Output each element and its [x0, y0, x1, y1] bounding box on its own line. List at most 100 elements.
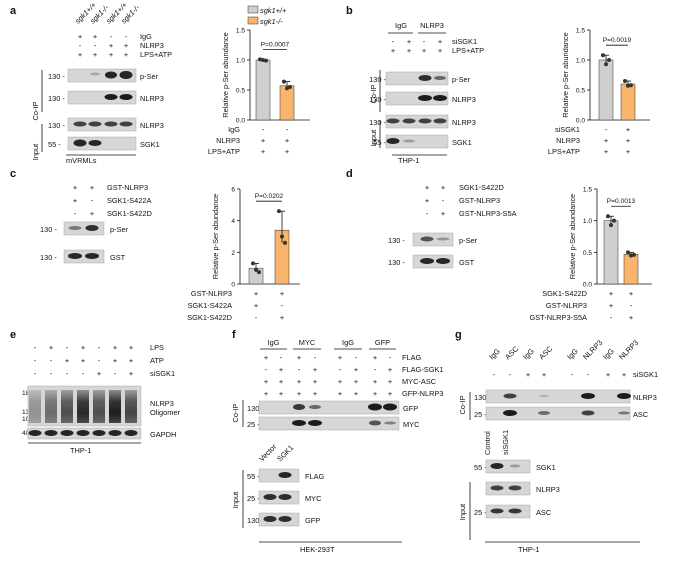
mw-marker: 130 -: [247, 404, 264, 413]
band: [119, 71, 133, 79]
treatment-mark: +: [113, 343, 117, 352]
treatment-mark: -: [339, 365, 342, 374]
panel-letter: b: [346, 5, 353, 17]
treatment-mark: +: [354, 389, 358, 398]
band: [28, 430, 42, 436]
treatment-mark: -: [587, 370, 590, 379]
input-label: Input: [458, 504, 467, 520]
treatment-label: siSGK1: [150, 369, 175, 378]
treatment-mark: +: [622, 370, 626, 379]
group-label: NLRP3: [420, 21, 444, 30]
band-label: MYC: [403, 420, 420, 429]
coip-label: Co-IP: [231, 403, 240, 422]
band-label: SGK1: [536, 463, 556, 472]
band-label: NLRP3: [536, 485, 560, 494]
treatment-mark: +: [388, 377, 392, 386]
treatment-mark: +: [129, 369, 133, 378]
treatment-mark: +: [407, 37, 411, 46]
treatment-label: GST-NLRP3: [459, 196, 500, 205]
treatment-label: ATP: [150, 356, 164, 365]
panel-letter: f: [232, 329, 236, 341]
x-row-mark: +: [254, 289, 258, 298]
band-label: NLRP3: [633, 393, 657, 402]
y-tick-label: 0.5: [576, 88, 585, 95]
band: [581, 393, 595, 399]
treatment-mark: +: [391, 46, 395, 55]
y-tick-label: 1.0: [236, 58, 245, 65]
bar: [279, 85, 295, 121]
band: [386, 138, 400, 144]
band: [418, 95, 432, 101]
band-label: FLAG: [305, 472, 325, 481]
treatment-mark: -: [50, 356, 53, 365]
band: [402, 118, 416, 124]
mw-marker: 25 -: [474, 410, 487, 419]
band-label: NLRP3: [150, 399, 174, 408]
treatment-mark: -: [442, 196, 445, 205]
mw-marker: 130 -: [48, 72, 65, 81]
mw-marker: 180: [22, 390, 33, 397]
treatment-mark: -: [426, 209, 429, 218]
bar: [603, 220, 619, 285]
y-tick-label: 1.5: [236, 28, 245, 35]
x-row-label: LPS+ATP: [548, 147, 580, 156]
x-row-label: NLRP3: [216, 136, 240, 145]
treatment-mark: -: [389, 353, 392, 362]
mw-marker: 130 -: [474, 393, 491, 402]
band-label: SGK1: [140, 140, 160, 149]
y-axis-label: Relative p-Ser abundance: [561, 32, 570, 117]
treatment-mark: +: [313, 365, 317, 374]
y-axis-label: Relative p-Ser abundance: [211, 194, 220, 279]
treatment-label: SGK1-S422D: [107, 209, 152, 218]
band: [308, 420, 322, 426]
treatment-mark: -: [125, 32, 128, 41]
band: [104, 94, 118, 100]
treatment-mark: +: [338, 389, 342, 398]
treatment-mark: +: [90, 183, 94, 192]
band-label: GAPDH: [150, 430, 176, 439]
treatment-mark: -: [82, 369, 85, 378]
treatment-mark: +: [81, 343, 85, 352]
band-label: p-Ser: [110, 225, 129, 234]
treatment-mark: -: [423, 37, 426, 46]
band: [119, 121, 133, 127]
treatment-label: SGK1-S422D: [459, 183, 504, 192]
bar: [598, 59, 614, 121]
treatment-mark: +: [313, 389, 317, 398]
band: [278, 516, 292, 522]
panel-letter: a: [10, 5, 17, 17]
treatment-mark: +: [279, 389, 283, 398]
data-point: [280, 234, 284, 239]
blot-strip: [67, 136, 137, 151]
treatment-mark: -: [298, 365, 301, 374]
treatment-label: FLAG-SGK1: [402, 365, 443, 374]
treatment-mark: +: [93, 32, 97, 41]
x-row-mark: +: [280, 313, 284, 322]
band: [68, 226, 82, 230]
band-label: ASC: [536, 508, 552, 517]
treatment-mark: +: [279, 377, 283, 386]
x-row-mark: +: [254, 301, 258, 310]
y-tick-label: 1.0: [576, 58, 585, 65]
blot-strip: [67, 90, 137, 105]
cell-label: HEK-293T: [300, 545, 335, 554]
x-row-mark: +: [261, 147, 265, 156]
treatment-mark: -: [571, 370, 574, 379]
band: [508, 508, 522, 514]
lane-label: IgG: [565, 346, 580, 361]
treatment-mark: -: [34, 369, 37, 378]
band-label: p-Ser: [459, 236, 478, 245]
band: [119, 94, 133, 100]
x-row-mark: +: [285, 136, 289, 145]
treatment-mark: +: [354, 377, 358, 386]
mw-marker: 100: [22, 416, 33, 423]
band: [403, 139, 415, 143]
treatment-mark: +: [542, 370, 546, 379]
lane-label: IgG: [521, 346, 536, 361]
mw-marker: 130 -: [48, 94, 65, 103]
band: [76, 430, 90, 436]
input-label: Input: [369, 130, 378, 146]
x-row-mark: -: [262, 125, 265, 134]
treatment-mark: +: [297, 353, 301, 362]
